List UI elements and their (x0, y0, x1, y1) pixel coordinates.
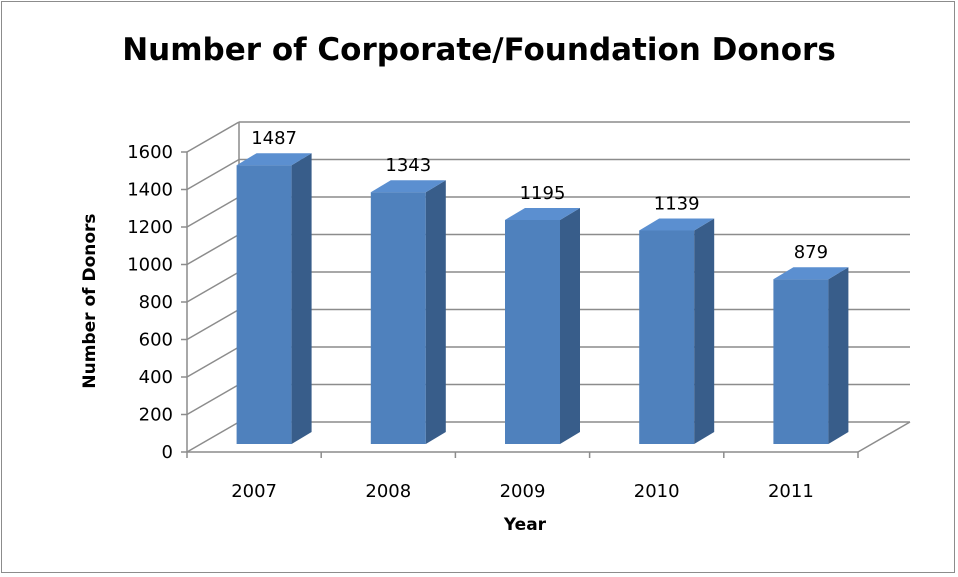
tick-labels: 0 200 400 600 800 1000 1200 1400 1600 2007 2008 200… (127, 142, 814, 502)
floor-right-edge (857, 421, 911, 453)
bar-front (639, 230, 695, 444)
y-axis-title: Number of Donors (80, 213, 100, 388)
y-tick-label: 1000 (127, 255, 173, 276)
x-tick-label: 2009 (500, 481, 546, 502)
x-tick-label: 2010 (634, 481, 680, 502)
chart-title: Number of Corporate/Foundation Donors (122, 32, 836, 68)
bar-front (370, 192, 426, 444)
bar-side (291, 153, 312, 444)
y-tick-label: 600 (139, 330, 173, 351)
data-label: 1139 (654, 193, 700, 214)
bar-top (773, 267, 849, 280)
y-tick-label: 400 (139, 367, 173, 388)
y-tick-label: 1400 (127, 180, 173, 201)
bar-front (773, 279, 829, 444)
data-label: 1195 (520, 183, 566, 204)
x-tick-label: 2007 (231, 481, 277, 502)
data-label: 1343 (385, 155, 431, 176)
bar-top (370, 180, 446, 193)
bar-front (236, 165, 292, 444)
y-tick-label: 1200 (127, 217, 173, 238)
data-label: 1487 (251, 128, 297, 149)
bar-front (505, 219, 560, 444)
bars (236, 153, 849, 444)
gridline-side (186, 383, 240, 416)
bar-side (425, 180, 446, 444)
x-tick-label: 2008 (365, 481, 411, 502)
data-labels: 1487 1343 1195 1139 879 (251, 128, 828, 263)
gridline-side (186, 196, 240, 228)
gridline-side (186, 271, 240, 303)
y-tick-label: 800 (139, 292, 173, 313)
x-axis-title: Year (503, 515, 547, 535)
gridline-side (186, 158, 240, 191)
bar-top (236, 153, 312, 166)
y-tick-label: 0 (162, 442, 173, 463)
gridline-side (186, 346, 240, 378)
bar-side (694, 218, 715, 444)
gridline-side (186, 421, 240, 453)
gridline-side (186, 121, 240, 153)
bar-top (639, 218, 715, 231)
gridline-side (186, 233, 240, 266)
bar-top (505, 207, 580, 220)
x-tick-label: 2011 (768, 481, 814, 502)
gridline-side (186, 308, 240, 341)
data-label: 879 (794, 242, 828, 263)
y-tick-label: 1600 (127, 142, 173, 163)
bar-side (828, 267, 849, 444)
bar-side (560, 207, 580, 444)
y-tick-label: 200 (139, 405, 173, 426)
